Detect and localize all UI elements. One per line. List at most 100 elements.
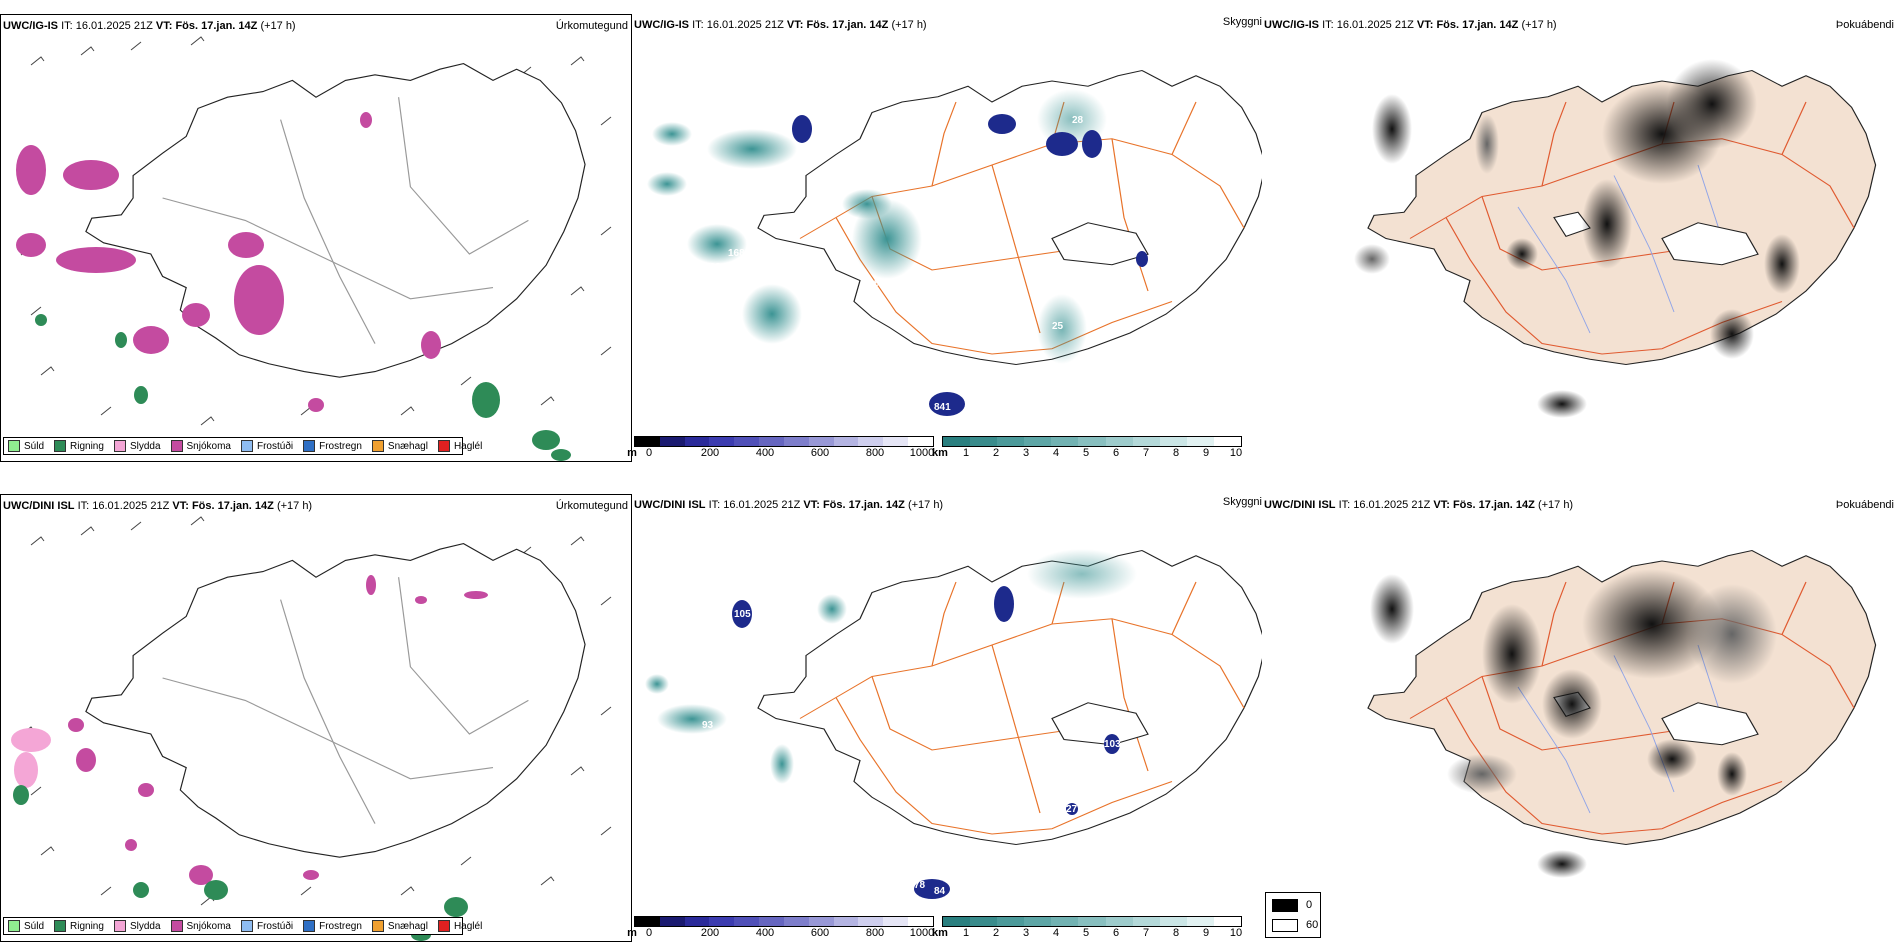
map-label: 10 [1125,272,1137,283]
legend-item: Snjókoma [170,920,231,932]
colorbar-segment [1105,917,1133,926]
map-label: 84 [934,886,946,897]
legend-label: Slydda [129,920,161,932]
map-label: 268 [704,262,721,273]
precip-map-bottom[interactable] [1,495,631,941]
fog-map-bottom[interactable] [1262,514,1892,890]
colorbar-segment [1024,917,1052,926]
tick: 600 [810,927,830,939]
tick: 9 [1202,447,1210,459]
tick: 5 [1082,927,1090,939]
vt-label: VT: [172,500,189,512]
map-label: 911 [874,278,891,289]
tick: 2 [992,927,1000,939]
colorbar-segment [759,917,784,926]
lead-time: (+17 h) [276,500,313,512]
legend-item: Snæhagl [371,440,428,452]
colorbar-segment [734,917,760,926]
legend-label: Rigning [70,920,104,932]
fog-legend-bottom: 0 60 [1265,892,1321,938]
legend-item: Rigning [54,440,104,452]
tick: 3 [1022,927,1030,939]
visibility-map-top[interactable]: 268 1684 911 20 87 841 28 10 25 [632,34,1262,454]
vt-label: VT: [1416,19,1434,31]
legend-label: Snjókoma [186,920,231,932]
model-name: UWC/IG-IS [634,19,689,31]
visibility-panel-top: UWC/IG-IS IT: 16.01.2025 21Z VT: Fös. 17… [627,14,1262,462]
snow-depth-colorbar: m 0 200 400 600 800 1000 [627,916,934,940]
visibility-areas [645,549,1137,899]
colorbar-segment [1078,437,1106,446]
it-value: 16.01.2025 21Z [92,500,170,512]
legend-label: Snæhagl [387,440,428,452]
tick: 400 [755,927,775,939]
map-label: 105 [734,609,751,620]
colorbar-segment [808,917,834,926]
snow-depth-labels: 268 1684 911 20 87 841 28 10 25 [704,115,1137,413]
colorbar-segment [943,917,971,926]
it-label: IT: [77,500,90,512]
panel-title-top-right: UWC/IG-IS IT: 16.01.2025 21Z VT: Fös. 17… [1264,19,1557,31]
colorbar-segment [858,437,884,446]
legend-label: Slydda [129,440,161,452]
it-label: IT: [708,499,721,511]
visibility-panel-bottom: UWC/DINI ISL IT: 16.01.2025 21Z VT: Fös.… [627,494,1262,942]
colorbar-segment [908,437,933,446]
legend-swatch [170,440,183,452]
vis-unit: km [932,447,948,459]
colorbar-segment [943,437,971,446]
legend-item: Slydda [113,440,161,452]
model-name: UWC/IG-IS [3,20,58,32]
colorbar-segment [833,437,859,446]
legend-swatch [303,440,316,452]
tick: 1 [962,927,970,939]
legend-item: Snæhagl [371,920,428,932]
tick: 8 [1172,927,1180,939]
visibility-map-bottom[interactable]: 105 93 78 84 103 27 [632,514,1262,934]
legend-label: Frostúði [256,440,294,452]
legend-item: Slydda [113,920,161,932]
precip-type-label: Úrkomutegund [555,20,628,32]
legend-label: Súld [24,920,45,932]
legend-label: Frostúði [256,920,294,932]
colorbar-segment [858,917,884,926]
panel-title-top-mid: UWC/IG-IS IT: 16.01.2025 21Z VT: Fös. 17… [634,19,927,31]
vt-label: VT: [155,20,173,32]
colorbar-segment [883,437,909,446]
colorbar-segment [808,437,834,446]
tick: 5 [1082,447,1090,459]
colorbar-segment [759,437,784,446]
precip-map-top[interactable] [1,15,631,461]
vt-value: Fös. 17.jan. 14Z [1436,19,1519,31]
vt-label: VT: [803,499,820,511]
colorbar-segment [783,437,809,446]
colorbar-segment [833,917,859,926]
legend-item: Súld [8,440,44,452]
colorbar-segment [1051,917,1079,926]
fog-map-top[interactable] [1262,34,1892,454]
legend-swatch [113,440,126,452]
visibility-areas [647,89,1148,416]
snow-depth-labels: 105 93 78 84 103 27 [702,609,1121,897]
fog-label-60: 60 [1306,919,1319,931]
visibility-colorbar: km 1 2 3 4 5 6 7 8 9 10 [932,916,1242,940]
lead-time: (+17 h) [1521,19,1557,31]
tick: 6 [1112,447,1120,459]
colorbar-segment [1159,917,1187,926]
colorbar-segment [997,437,1025,446]
map-label: 25 [1052,321,1064,332]
it-label: IT: [1322,19,1334,31]
legend-label: Snjókoma [186,440,231,452]
precip-legend: Súld Rigning Slydda Snjókoma Frostúði Frostre… [3,437,482,455]
visibility-colorbar: km 1 2 3 4 5 6 7 8 9 10 [932,436,1242,460]
panel-title-top: UWC/IG-IS IT: 16.01.2025 21Z VT: Fös. 17… [3,20,296,32]
colorbar-segment [1213,917,1242,926]
colorbar-segment [1105,437,1133,446]
legend-swatch [371,440,384,452]
map-label: 93 [702,720,714,731]
lead-time: (+17 h) [891,19,927,31]
colorbar-segment [659,917,685,926]
legend-item: Frostúði [240,440,294,452]
vt-label: VT: [786,19,804,31]
tick: 600 [810,447,830,459]
